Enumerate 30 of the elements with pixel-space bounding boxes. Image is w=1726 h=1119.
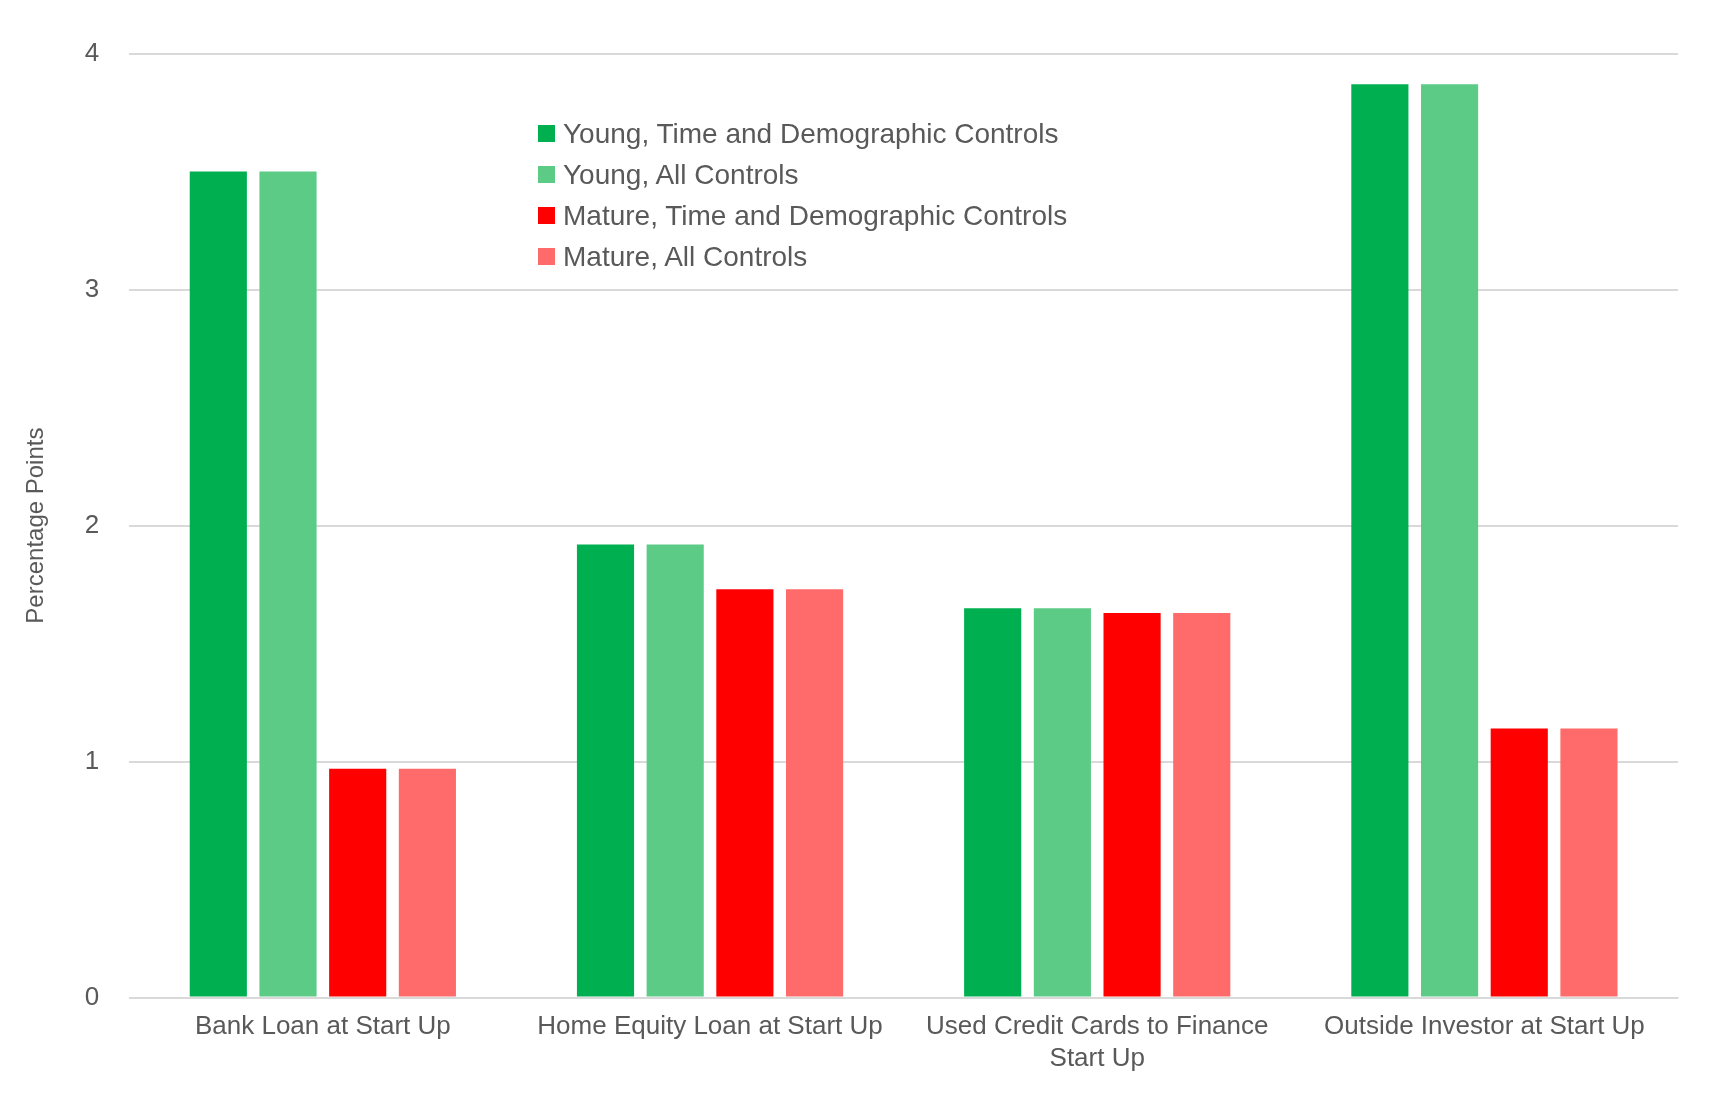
y-tick-label: 1 (84, 744, 100, 775)
bar (1490, 728, 1548, 997)
bar (259, 171, 317, 997)
bar (716, 589, 774, 997)
y-tick-label: 0 (84, 980, 100, 1011)
bar (964, 608, 1022, 997)
bar (329, 768, 387, 997)
legend-label: Young, All Controls (563, 158, 799, 191)
y-tick-label: 3 (84, 272, 100, 303)
bar (189, 171, 247, 997)
bar (1420, 84, 1479, 997)
y-tick-label: 2 (84, 508, 100, 539)
bar (786, 589, 844, 997)
bar (1033, 608, 1091, 997)
bar (398, 768, 456, 997)
legend-label: Mature, All Controls (563, 240, 808, 273)
y-axis-title: Percentage Points (21, 427, 49, 624)
x-tick-label: Used Credit Cards to Finance Start Up (925, 1010, 1269, 1072)
bar (1173, 612, 1231, 997)
legend-label: Mature, Time and Demographic Controls (563, 199, 1068, 232)
bar (1560, 728, 1618, 997)
x-tick-label: Outside Investor at Start Up (1324, 1010, 1645, 1041)
legend-label: Young, Time and Demographic Controls (563, 117, 1059, 150)
y-tick-label: 4 (84, 36, 100, 67)
bar (1351, 84, 1409, 997)
bar (1103, 612, 1161, 997)
bar (576, 544, 635, 997)
bar (646, 544, 704, 997)
x-tick-label: Bank Loan at Start Up (194, 1010, 451, 1041)
x-tick-label: Home Equity Loan at Start Up (537, 1010, 883, 1041)
